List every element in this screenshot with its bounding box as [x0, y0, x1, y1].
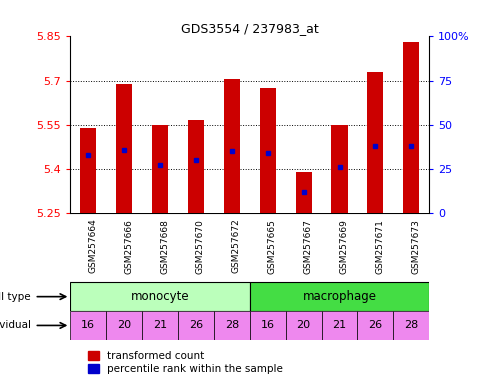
- Bar: [366, 72, 383, 213]
- Text: GSM257665: GSM257665: [267, 218, 276, 273]
- Text: monocyte: monocyte: [131, 290, 189, 303]
- Text: GSM257667: GSM257667: [303, 218, 312, 273]
- Bar: [331, 125, 347, 213]
- Bar: [321, 311, 357, 340]
- Bar: [213, 311, 249, 340]
- Bar: [80, 128, 96, 213]
- Text: individual: individual: [0, 320, 31, 331]
- Title: GDS3554 / 237983_at: GDS3554 / 237983_at: [181, 22, 318, 35]
- Text: GSM257668: GSM257668: [160, 218, 169, 273]
- Text: GSM257669: GSM257669: [339, 218, 348, 273]
- Bar: [178, 311, 213, 340]
- Bar: [223, 79, 240, 213]
- Text: 26: 26: [188, 320, 203, 331]
- Text: GSM257670: GSM257670: [196, 218, 205, 273]
- Bar: [70, 282, 249, 311]
- Text: 28: 28: [403, 320, 418, 331]
- Bar: [187, 120, 204, 213]
- Bar: [402, 42, 419, 213]
- Bar: [285, 311, 321, 340]
- Text: 21: 21: [332, 320, 346, 331]
- Text: 26: 26: [367, 320, 382, 331]
- Bar: [357, 311, 393, 340]
- Bar: [70, 311, 106, 340]
- Text: cell type: cell type: [0, 291, 31, 302]
- Text: 16: 16: [260, 320, 274, 331]
- Bar: [116, 84, 132, 213]
- Text: GSM257666: GSM257666: [124, 218, 133, 273]
- Text: 20: 20: [296, 320, 310, 331]
- Bar: [249, 311, 285, 340]
- Bar: [393, 311, 428, 340]
- Bar: [142, 311, 178, 340]
- Bar: [151, 125, 168, 213]
- Bar: [295, 172, 311, 213]
- Bar: [259, 88, 275, 213]
- Text: macrophage: macrophage: [302, 290, 376, 303]
- Text: GSM257671: GSM257671: [375, 218, 384, 273]
- Bar: [106, 311, 142, 340]
- Text: GSM257664: GSM257664: [88, 218, 97, 273]
- Text: GSM257673: GSM257673: [410, 218, 420, 273]
- Text: 20: 20: [117, 320, 131, 331]
- Legend: transformed count, percentile rank within the sample: transformed count, percentile rank withi…: [84, 347, 287, 378]
- Text: 21: 21: [152, 320, 167, 331]
- Text: GSM257672: GSM257672: [231, 218, 241, 273]
- Text: 16: 16: [81, 320, 95, 331]
- Text: 28: 28: [224, 320, 239, 331]
- Bar: [249, 282, 428, 311]
